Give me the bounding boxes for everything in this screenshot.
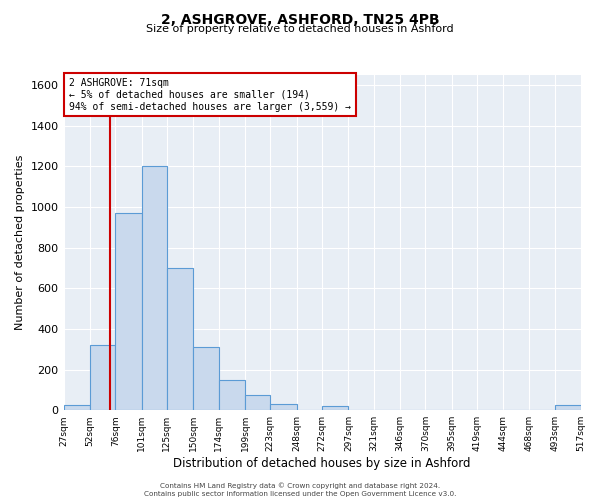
Bar bbox=[322, 406, 349, 410]
Text: Contains HM Land Registry data © Crown copyright and database right 2024.: Contains HM Land Registry data © Crown c… bbox=[160, 482, 440, 489]
Y-axis label: Number of detached properties: Number of detached properties bbox=[15, 155, 25, 330]
Bar bbox=[115, 213, 142, 410]
Bar bbox=[218, 380, 245, 410]
Text: 2, ASHGROVE, ASHFORD, TN25 4PB: 2, ASHGROVE, ASHFORD, TN25 4PB bbox=[161, 12, 439, 26]
Bar bbox=[142, 166, 167, 410]
Bar bbox=[90, 345, 115, 410]
Bar bbox=[193, 347, 218, 410]
Bar bbox=[245, 395, 271, 410]
X-axis label: Distribution of detached houses by size in Ashford: Distribution of detached houses by size … bbox=[173, 457, 471, 470]
Bar bbox=[64, 405, 90, 410]
Text: Contains public sector information licensed under the Open Government Licence v3: Contains public sector information licen… bbox=[144, 491, 456, 497]
Text: 2 ASHGROVE: 71sqm
← 5% of detached houses are smaller (194)
94% of semi-detached: 2 ASHGROVE: 71sqm ← 5% of detached house… bbox=[69, 78, 351, 112]
Text: Size of property relative to detached houses in Ashford: Size of property relative to detached ho… bbox=[146, 24, 454, 34]
Bar bbox=[167, 268, 193, 410]
Bar bbox=[271, 404, 297, 410]
Bar bbox=[555, 405, 581, 410]
